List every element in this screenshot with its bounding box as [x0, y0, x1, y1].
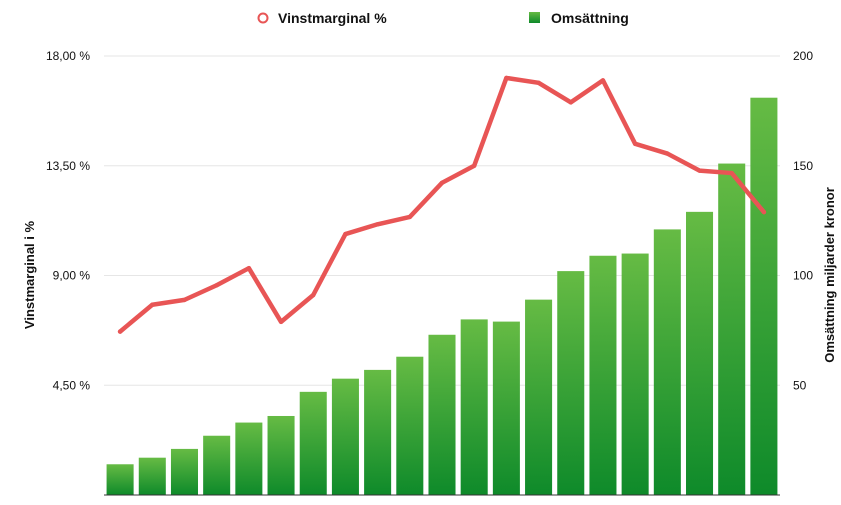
revenue-bar[interactable] — [460, 319, 488, 495]
profit-margin-point[interactable] — [246, 265, 252, 271]
profit-margin-point[interactable] — [568, 100, 573, 105]
revenue-bar[interactable] — [364, 369, 392, 495]
y-right-tick-label: 150 — [793, 159, 813, 173]
profit-margin-point[interactable] — [311, 292, 316, 298]
legend-line-label: Vinstmarginal % — [278, 10, 387, 26]
profit-margin-point[interactable] — [632, 141, 638, 146]
y-right-tick-label: 200 — [793, 49, 813, 63]
revenue-bar[interactable] — [686, 211, 714, 495]
legend: Vinstmarginal % Omsättning — [257, 10, 629, 26]
y-right-tick-label: 100 — [793, 269, 813, 283]
bars-layer — [106, 97, 778, 495]
legend-line-item[interactable]: Vinstmarginal % — [257, 10, 388, 26]
revenue-bar[interactable] — [138, 457, 166, 495]
profit-margin-point[interactable] — [407, 214, 413, 220]
revenue-bar[interactable] — [557, 271, 585, 495]
legend-bar-item[interactable]: Omsättning — [529, 10, 629, 26]
revenue-bar[interactable] — [492, 321, 520, 495]
profit-margin-point[interactable] — [471, 163, 477, 168]
revenue-bar[interactable] — [396, 356, 424, 495]
y-right-ticks: 200 150 100 50 — [793, 49, 813, 392]
profit-margin-point[interactable] — [761, 209, 767, 215]
profit-margin-point[interactable] — [375, 222, 380, 227]
legend-line-marker-icon — [257, 12, 269, 24]
profit-margin-point[interactable] — [665, 151, 670, 156]
revenue-bar[interactable] — [203, 435, 231, 495]
profit-margin-point[interactable] — [150, 302, 155, 307]
y-left-tick-label: 4,50 % — [53, 378, 91, 392]
profit-margin-point[interactable] — [504, 75, 509, 81]
revenue-bar[interactable] — [589, 255, 617, 495]
revenue-bar[interactable] — [428, 334, 456, 495]
revenue-bar[interactable] — [525, 299, 553, 495]
profit-margin-point[interactable] — [729, 170, 734, 176]
y-left-ticks: 18,00 % 13,50 % 9,00 % 4,50 % — [46, 49, 90, 392]
profit-margin-point[interactable] — [600, 78, 606, 83]
revenue-bar[interactable] — [331, 378, 359, 495]
profit-margin-point[interactable] — [439, 180, 445, 186]
revenue-bar[interactable] — [718, 163, 746, 495]
profit-margin-point[interactable] — [117, 329, 123, 334]
y-right-tick-label: 50 — [793, 378, 807, 392]
profit-margin-point[interactable] — [697, 168, 702, 173]
y-left-tick-label: 9,00 % — [53, 269, 91, 283]
profit-margin-point[interactable] — [278, 319, 284, 325]
profit-margin-point[interactable] — [343, 231, 348, 237]
revenue-bar[interactable] — [235, 422, 263, 495]
profit-margin-point[interactable] — [182, 297, 187, 303]
line-layer — [117, 75, 767, 334]
profit-margin-point[interactable] — [536, 80, 541, 86]
revenue-bar[interactable] — [170, 448, 198, 495]
revenue-bar[interactable] — [750, 97, 778, 495]
y-right-axis-title: Omsättning miljarder kronor — [822, 187, 837, 363]
revenue-bar[interactable] — [267, 415, 295, 495]
legend-bar-label: Omsättning — [551, 10, 629, 26]
y-left-tick-label: 18,00 % — [46, 49, 90, 63]
y-left-tick-label: 13,50 % — [46, 159, 90, 173]
revenue-bar[interactable] — [653, 229, 681, 495]
y-left-axis-title: Vinstmarginal i % — [22, 221, 37, 330]
revenue-bar[interactable] — [106, 464, 134, 495]
revenue-bar[interactable] — [621, 253, 649, 495]
revenue-bar[interactable] — [299, 391, 327, 495]
profit-margin-point[interactable] — [214, 283, 219, 288]
legend-bar-marker-icon — [529, 12, 540, 23]
